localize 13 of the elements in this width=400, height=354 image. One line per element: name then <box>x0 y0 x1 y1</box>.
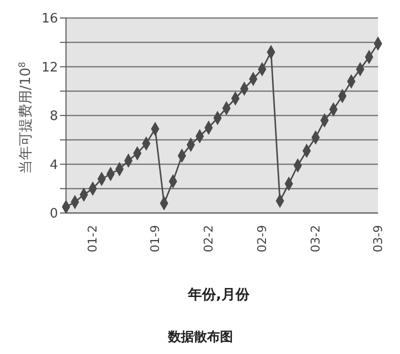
y-tick-label: 12 <box>41 60 58 76</box>
x-tick-label: 02-9 <box>255 225 270 252</box>
x-tick-label: 03-9 <box>371 225 385 252</box>
x-tick-label: 01-2 <box>86 225 100 252</box>
y-tick-label: 0 <box>50 206 58 222</box>
x-axis-title: 年份,月份 <box>188 286 250 304</box>
x-tick-label: 03-2 <box>308 225 323 252</box>
y-tick-label: 8 <box>50 109 58 124</box>
x-tick-label: 01-9 <box>148 225 162 252</box>
text: 数据散布图 <box>168 329 233 346</box>
x-tick-label: 02-2 <box>202 225 216 252</box>
y-tick-label: 16 <box>41 12 58 27</box>
y-tick-label: 4 <box>50 158 58 173</box>
